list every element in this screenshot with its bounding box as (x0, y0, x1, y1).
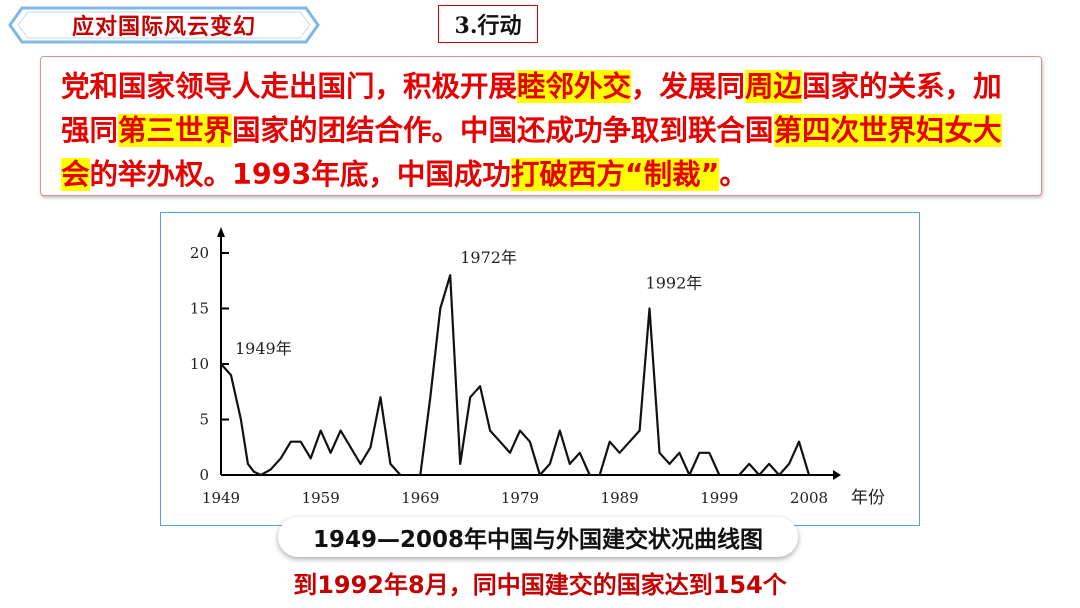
x-tick-label: 1979 (501, 489, 539, 507)
series-line-segment (738, 440, 811, 477)
paragraph-text: 的举办权。1993年底，中国成功 (89, 158, 511, 191)
line-chart: 0 5 10 15 20 1949 1959 1969 1979 1989 1999 2008 年份 19… (190, 227, 885, 508)
y-tick-label: 5 (199, 411, 209, 429)
peak-annotation: 1949年 (235, 339, 292, 358)
paragraph-text: 党和国家领导人走出国门，积极开展 (61, 70, 518, 103)
x-axis-label: 年份 (851, 488, 885, 508)
x-tick-label: 2008 (790, 489, 828, 507)
paragraph-text: 。 (719, 158, 748, 191)
peak-annotation: 1972年 (460, 248, 517, 267)
tag-shape (8, 6, 320, 44)
x-tick-label: 1969 (401, 489, 439, 507)
paragraph-text: 国家的关系，加强同 (61, 70, 1002, 147)
highlighted-phrase: 第三世界 (118, 114, 233, 147)
section-heading: 3.行动 (438, 5, 538, 43)
series-line-segment (220, 363, 402, 477)
y-tick-label: 15 (190, 300, 209, 318)
content-paragraph: 党和国家领导人走出国门，积极开展睦邻外交，发展同周边国家的关系，加强同第三世界国… (61, 65, 1027, 197)
x-tick-label: 1989 (601, 489, 639, 507)
highlighted-phrase: 打破西方“制裁” (510, 158, 720, 191)
x-tick-label: 1949 (202, 489, 240, 507)
section-tag: 应对国际风云变幻 (8, 6, 320, 44)
x-axis-arrow (833, 470, 841, 480)
highlighted-phrase: 周边 (745, 70, 803, 103)
tag-label: 应对国际风云变幻 (71, 15, 256, 40)
x-tick-label: 1959 (302, 489, 340, 507)
chart-frame: 0 5 10 15 20 1949 1959 1969 1979 1989 1999 2008 年份 19… (160, 212, 920, 526)
series-line-segment (598, 307, 721, 477)
paragraph-text: ，发展同 (631, 70, 746, 103)
highlighted-phrase: 睦邻外交 (517, 70, 632, 103)
paragraph-text: 国家的团结合作。中国还成功争取到联合国 (232, 114, 774, 147)
y-tick-label: 0 (199, 466, 209, 484)
footnote: 到1992年8月，同中国建交的国家达到154个 (293, 571, 787, 599)
content-box: 党和国家领导人走出国门，积极开展睦邻外交，发展同周边国家的关系，加强同第三世界国… (40, 56, 1042, 196)
y-tick-label: 20 (190, 244, 209, 262)
series-line-segment (419, 274, 591, 477)
chart-caption: 1949—2008年中国与外国建交状况曲线图 (278, 517, 798, 557)
x-tick-label: 1999 (700, 489, 738, 507)
peak-annotation: 1992年 (646, 274, 703, 293)
y-axis-arrow (217, 227, 225, 237)
y-tick-label: 10 (190, 355, 209, 373)
